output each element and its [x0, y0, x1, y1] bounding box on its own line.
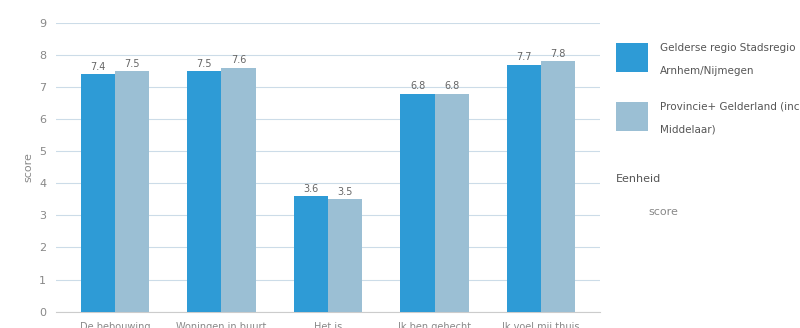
- Bar: [187, 71, 222, 312]
- Text: 7.6: 7.6: [230, 55, 246, 65]
- Text: Middelaar): Middelaar): [660, 125, 716, 134]
- Bar: [328, 199, 362, 312]
- Bar: [115, 71, 149, 312]
- Text: Arnhem/Nijmegen: Arnhem/Nijmegen: [660, 66, 754, 75]
- Text: 6.8: 6.8: [444, 81, 459, 91]
- Text: 7.4: 7.4: [90, 62, 106, 72]
- Text: 7.8: 7.8: [550, 49, 566, 59]
- Bar: [507, 65, 541, 312]
- Text: 7.5: 7.5: [197, 58, 212, 69]
- Text: 7.7: 7.7: [516, 52, 532, 62]
- Bar: [81, 74, 115, 312]
- Text: Eenheid: Eenheid: [616, 174, 662, 184]
- Bar: [294, 196, 328, 312]
- Y-axis label: score: score: [23, 152, 34, 182]
- Bar: [401, 93, 434, 312]
- Text: Gelderse regio Stadsregio: Gelderse regio Stadsregio: [660, 43, 795, 52]
- Text: 7.5: 7.5: [124, 58, 140, 69]
- Text: 3.5: 3.5: [338, 187, 353, 197]
- Bar: [541, 61, 575, 312]
- Text: score: score: [648, 207, 678, 216]
- Bar: [434, 93, 469, 312]
- Text: 3.6: 3.6: [303, 184, 318, 194]
- Text: 6.8: 6.8: [410, 81, 425, 91]
- Text: Provincie+ Gelderland (incl. Mook en: Provincie+ Gelderland (incl. Mook en: [660, 102, 800, 112]
- Bar: [222, 68, 255, 312]
